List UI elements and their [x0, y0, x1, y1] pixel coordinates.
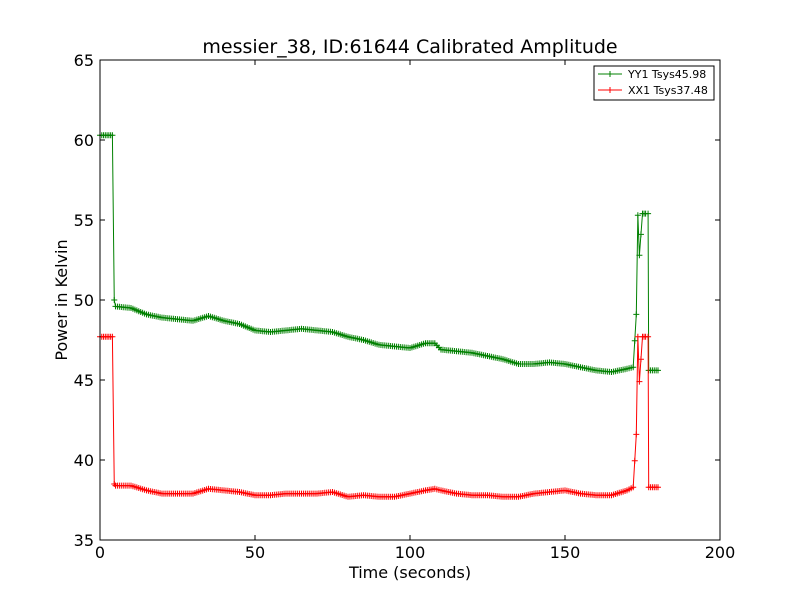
legend-box	[593, 65, 715, 101]
data-point	[636, 252, 643, 259]
data-point	[645, 333, 652, 340]
series-1	[97, 132, 661, 375]
legend: YY1 Tsys45.98 XX1 Tsys37.48	[593, 65, 715, 101]
series-layer	[97, 132, 661, 500]
series-markers	[97, 333, 661, 500]
data-point	[111, 297, 118, 303]
data-point	[109, 333, 116, 340]
legend-label: XX1 Tsys37.48	[628, 84, 708, 97]
legend-swatch-marker	[607, 71, 613, 77]
x-tick-label: 150	[550, 543, 581, 562]
plot-frame	[99, 59, 721, 541]
y-tick-label: 65	[74, 51, 94, 70]
y-tick-label: 50	[74, 291, 94, 310]
data-point	[631, 337, 638, 344]
data-point	[637, 231, 644, 238]
x-tick-label: 100	[395, 543, 426, 562]
x-tick-label: 0	[95, 543, 105, 562]
x-tick-label: 200	[705, 543, 736, 562]
data-point	[630, 364, 637, 371]
legend-swatch-marker	[607, 87, 613, 93]
x-tick-label: 50	[245, 543, 265, 562]
data-point	[637, 356, 644, 363]
data-point	[645, 210, 652, 217]
legend-label: YY1 Tsys45.98	[627, 68, 706, 81]
y-tick-label: 40	[74, 451, 94, 470]
y-tick-label: 35	[74, 531, 94, 550]
series-2	[97, 333, 661, 500]
data-point	[655, 367, 661, 374]
x-ticks: 0 50 100 150 200	[95, 60, 735, 562]
data-point	[634, 212, 641, 219]
legend-items: YY1 Tsys45.98 XX1 Tsys37.48	[598, 68, 708, 97]
y-tick-label: 55	[74, 211, 94, 230]
series-markers	[97, 132, 661, 375]
data-point	[109, 132, 116, 139]
plot-background	[100, 60, 720, 540]
y-tick-label: 60	[74, 131, 94, 150]
y-ticks: 35 40 45 50 55 60 65	[74, 51, 720, 550]
data-point	[630, 484, 637, 491]
data-point	[636, 378, 643, 385]
data-point	[631, 457, 638, 464]
data-point	[633, 311, 640, 318]
chart-title: messier_38, ID:61644 Calibrated Amplitud…	[202, 36, 617, 58]
y-axis-label: Power in Kelvin	[52, 239, 71, 360]
x-axis-label: Time (seconds)	[348, 563, 471, 582]
data-point	[655, 484, 661, 491]
data-point	[633, 431, 640, 438]
y-tick-label: 45	[74, 371, 94, 390]
